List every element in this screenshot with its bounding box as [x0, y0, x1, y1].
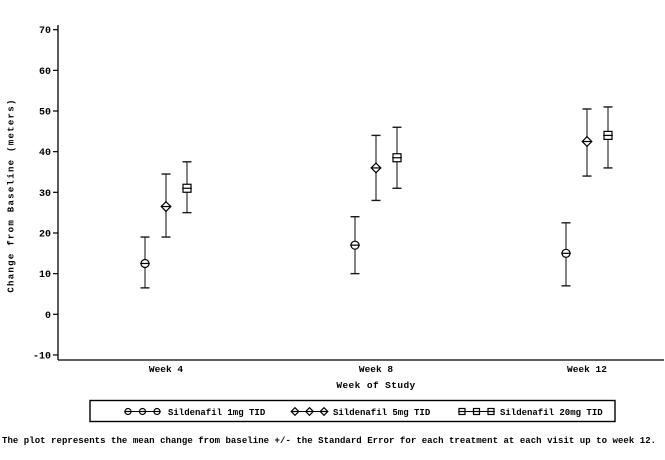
x-category-label: Week 8: [359, 364, 394, 375]
y-tick-label: 10: [39, 270, 51, 281]
y-tick-label: -10: [33, 351, 51, 362]
y-tick-label: 20: [39, 229, 51, 240]
figure-caption: The plot represents the mean change from…: [2, 436, 657, 446]
y-tick-label: 0: [45, 311, 51, 322]
y-axis-title: Change from Baseline (meters): [6, 98, 17, 293]
series-sildenafil-20mg-tid: [182, 106, 613, 214]
legend-label: Sildenafil 1mg TID: [168, 408, 266, 418]
chart-canvas: -10 0 10 20 30 40 50 60 70 Week 4 Week 8 Week 12 Sil…: [33, 25, 664, 423]
y-tick-label: 70: [39, 26, 51, 37]
y-axis-ticks: -10 0 10 20 30 40 50 60 70: [33, 26, 58, 362]
legend: Sildenafil 1mg TID Sildenafil 5mg TID Sild…: [89, 399, 616, 423]
x-category-label: Week 12: [567, 364, 607, 375]
legend-label: Sildenafil 20mg TID: [500, 408, 603, 418]
series-sildenafil-1mg-tid: [140, 216, 571, 289]
axes: [57, 25, 664, 361]
y-tick-label: 30: [39, 189, 51, 200]
y-tick-label: 40: [39, 148, 51, 159]
x-axis-category-labels: Week 4 Week 8 Week 12: [149, 364, 607, 375]
x-category-label: Week 4: [149, 364, 184, 375]
y-tick-label: 60: [39, 67, 51, 78]
series-sildenafil-5mg-tid: [160, 108, 593, 238]
legend-label: Sildenafil 5mg TID: [333, 408, 431, 418]
y-tick-label: 50: [39, 108, 51, 119]
x-axis-title: Week of Study: [336, 380, 416, 391]
